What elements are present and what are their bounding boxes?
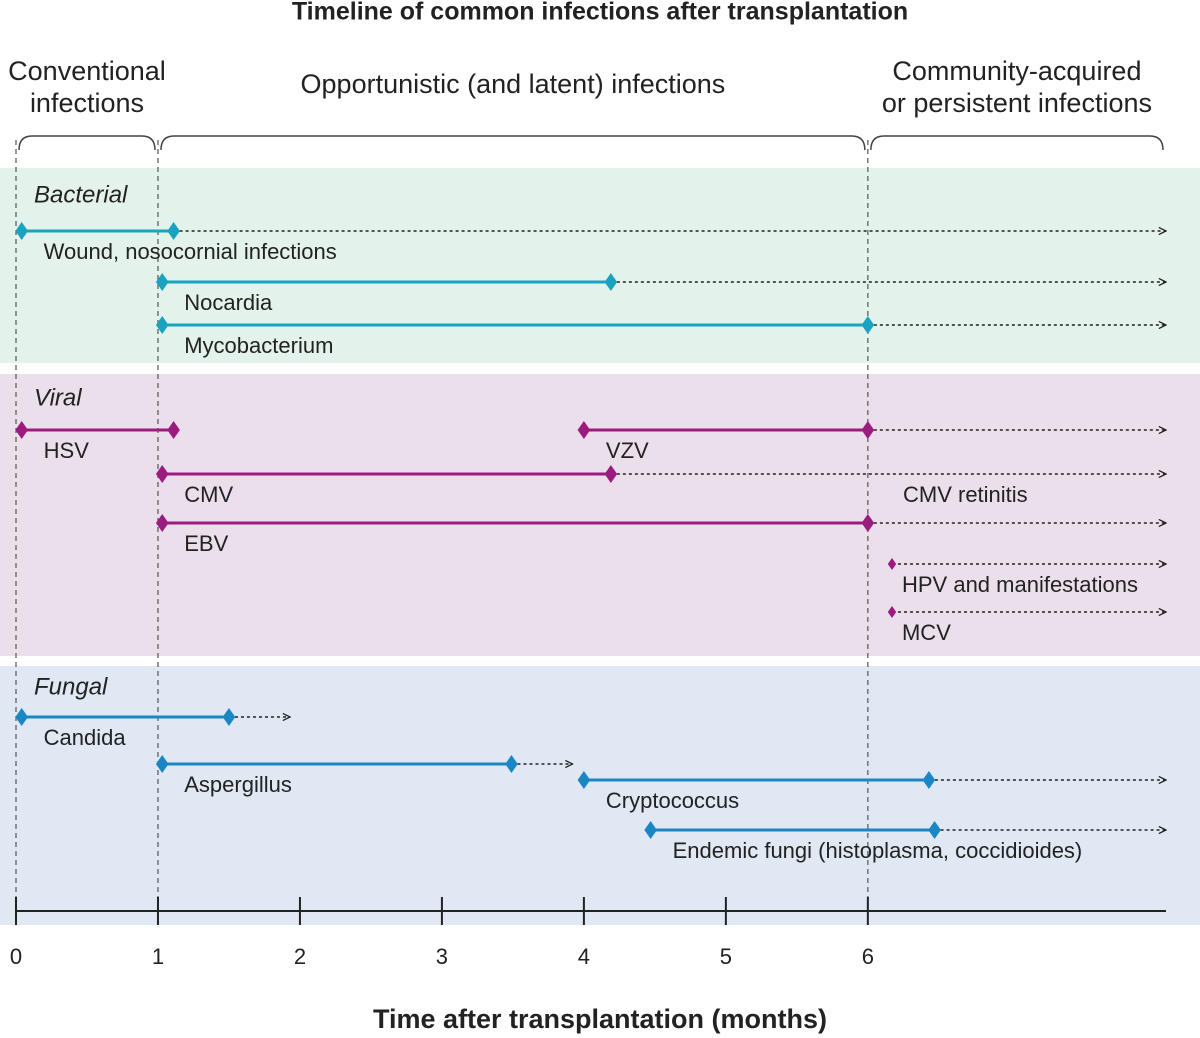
- x-tick-label: 6: [862, 944, 874, 969]
- group-band: [0, 374, 1200, 656]
- period-label: Opportunistic (and latent) infections: [301, 69, 726, 99]
- item-label: EBV: [184, 531, 228, 556]
- period-bracket: [160, 135, 866, 151]
- diamond: [928, 821, 941, 839]
- period-label: or persistent infections: [882, 88, 1152, 118]
- item-label: Mycobacterium: [184, 333, 333, 358]
- item-label: Candida: [44, 725, 127, 750]
- diamond: [167, 222, 180, 240]
- x-tick-label: 1: [152, 944, 164, 969]
- item-label: CMV: [184, 482, 233, 507]
- diamond: [222, 708, 236, 726]
- item-label: Cryptococcus: [606, 788, 739, 813]
- diamond: [167, 421, 180, 439]
- period-label: infections: [30, 88, 144, 118]
- item-label: Endemic fungi (histoplasma, coccidioides…: [673, 838, 1083, 863]
- group-label: Fungal: [34, 673, 108, 700]
- x-tick-label: 2: [294, 944, 306, 969]
- item-label: VZV: [606, 438, 649, 463]
- diamond: [577, 771, 591, 789]
- diamond: [861, 514, 875, 532]
- diamond: [505, 755, 518, 773]
- item-label: Wound, nosocornial infections: [44, 239, 337, 264]
- diamond: [644, 821, 657, 839]
- x-tick-label: 3: [436, 944, 448, 969]
- diamond: [887, 558, 897, 570]
- diamond: [15, 421, 28, 439]
- item-label: MCV: [902, 620, 951, 645]
- period-label: Community-acquired: [892, 56, 1141, 86]
- item-annotation: CMV retinitis: [903, 482, 1028, 507]
- diamond: [861, 421, 875, 439]
- diamond: [861, 316, 875, 334]
- item-label: HSV: [44, 438, 90, 463]
- diamond: [155, 316, 169, 334]
- item-label: Nocardia: [184, 290, 273, 315]
- diamond: [922, 771, 936, 789]
- item-label: HPV and manifestations: [902, 572, 1138, 597]
- diamond: [15, 222, 28, 240]
- diamond: [604, 465, 618, 483]
- x-tick-label: 0: [10, 944, 22, 969]
- group-band: [0, 168, 1200, 363]
- diamond: [155, 273, 169, 291]
- x-axis-label: Time after transplantation (months): [373, 1004, 827, 1034]
- diamond: [15, 708, 28, 726]
- group-label: Viral: [34, 384, 82, 411]
- diamond: [887, 606, 897, 618]
- chart-title: Timeline of common infections after tran…: [292, 0, 908, 26]
- diamond: [604, 273, 618, 291]
- item-label: Aspergillus: [184, 772, 292, 797]
- group-band: [0, 666, 1200, 925]
- x-tick-label: 4: [578, 944, 590, 969]
- diamond: [155, 465, 169, 483]
- x-tick-label: 5: [720, 944, 732, 969]
- diamond: [155, 514, 169, 532]
- period-bracket: [870, 135, 1164, 151]
- period-bracket: [18, 135, 156, 151]
- diamond: [155, 755, 169, 773]
- group-label: Bacterial: [34, 181, 128, 208]
- period-label: Conventional: [8, 56, 166, 86]
- diamond: [577, 421, 591, 439]
